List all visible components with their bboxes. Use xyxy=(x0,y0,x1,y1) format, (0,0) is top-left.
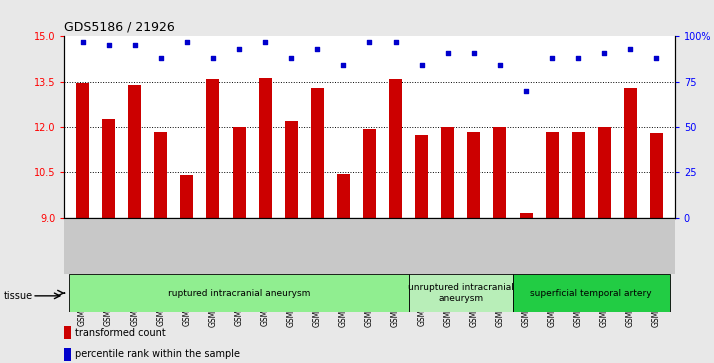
Bar xyxy=(493,127,506,218)
Point xyxy=(181,39,193,45)
Point xyxy=(598,50,610,56)
Bar xyxy=(363,129,376,218)
Point xyxy=(416,62,428,68)
Point xyxy=(311,46,323,52)
Text: percentile rank within the sample: percentile rank within the sample xyxy=(75,349,240,359)
Bar xyxy=(624,88,637,218)
Text: GDS5186 / 21926: GDS5186 / 21926 xyxy=(64,21,175,34)
Point xyxy=(390,39,401,45)
Bar xyxy=(76,83,89,218)
Bar xyxy=(129,85,141,218)
Bar xyxy=(650,133,663,218)
Bar xyxy=(513,274,670,312)
Text: transformed count: transformed count xyxy=(75,327,166,338)
Bar xyxy=(233,127,246,218)
Text: tissue: tissue xyxy=(4,291,33,301)
Point xyxy=(286,55,297,61)
Point xyxy=(625,46,636,52)
Bar xyxy=(311,88,324,218)
Text: superficial temporal artery: superficial temporal artery xyxy=(531,289,652,298)
Point xyxy=(103,42,114,48)
Point xyxy=(650,55,662,61)
Point xyxy=(129,42,141,48)
Point xyxy=(259,39,271,45)
Bar xyxy=(258,78,271,218)
Bar xyxy=(102,119,115,218)
Bar xyxy=(598,127,610,218)
Point xyxy=(521,88,532,94)
Point xyxy=(468,50,480,56)
Point xyxy=(546,55,558,61)
Point xyxy=(363,39,376,45)
Point xyxy=(338,62,349,68)
Bar xyxy=(441,127,454,218)
Bar xyxy=(64,348,71,361)
Bar xyxy=(154,132,167,218)
Bar xyxy=(206,79,219,218)
Bar xyxy=(415,135,428,218)
Point xyxy=(233,46,245,52)
Bar xyxy=(337,174,350,218)
Point xyxy=(494,62,506,68)
Bar xyxy=(545,132,558,218)
Point xyxy=(155,55,166,61)
Point xyxy=(207,55,218,61)
Bar xyxy=(408,274,513,312)
Bar xyxy=(285,121,298,218)
Bar xyxy=(468,132,481,218)
Bar xyxy=(64,326,71,339)
Bar xyxy=(69,274,408,312)
Text: unruptured intracranial
aneurysm: unruptured intracranial aneurysm xyxy=(408,283,514,303)
Point xyxy=(77,39,89,45)
Point xyxy=(442,50,453,56)
Bar xyxy=(389,79,402,218)
Bar xyxy=(181,175,193,218)
Text: ruptured intracranial aneurysm: ruptured intracranial aneurysm xyxy=(168,289,311,298)
Bar xyxy=(520,213,533,218)
Bar xyxy=(572,132,585,218)
Point xyxy=(573,55,584,61)
